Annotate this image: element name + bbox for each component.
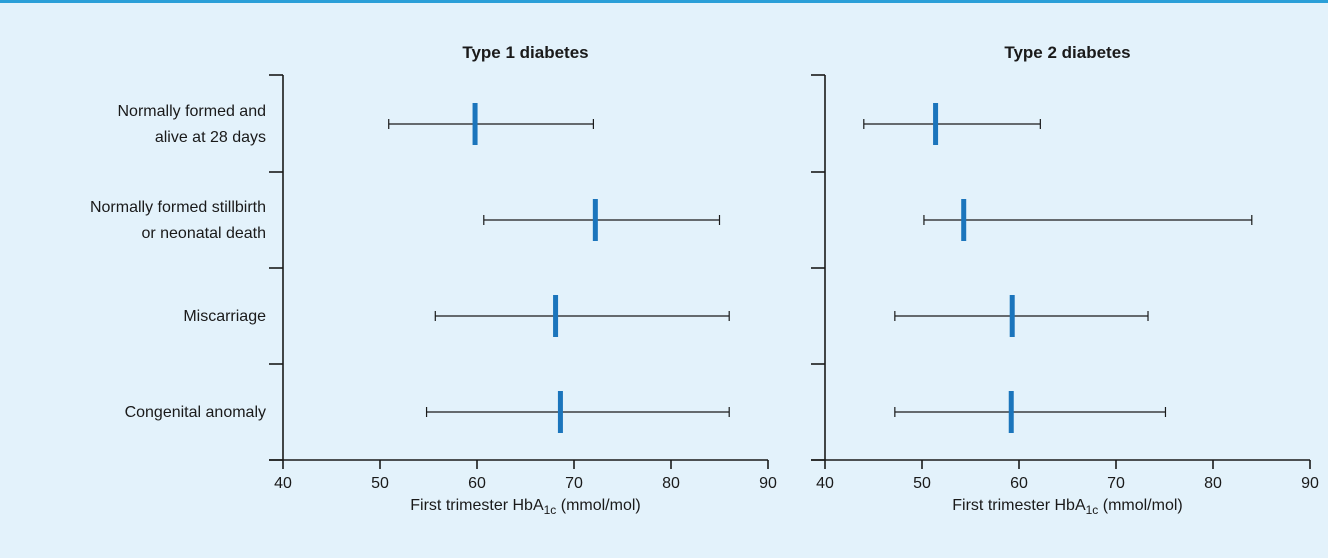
median-marker [961,199,967,241]
x-tick-label: 80 [1204,475,1222,492]
category-label: Normally formed and alive at 28 days [118,103,267,146]
median-marker [592,199,598,241]
x-tick-label: 40 [274,475,292,492]
median-marker [553,295,559,337]
panel-title: Type 1 diabetes [462,43,588,62]
x-tick-label: 70 [1107,475,1125,492]
x-tick-label: 60 [1010,475,1028,492]
x-tick-label: 60 [468,475,486,492]
category-label: Miscarriage [183,308,266,325]
median-marker [1008,391,1014,433]
category-label: Normally formed stillbirth or neonatal de… [90,199,266,242]
panel-title: Type 2 diabetes [1004,43,1130,62]
x-axis-label: First trimester HbA1c (mmol/mol) [410,497,640,517]
median-marker [933,103,939,145]
x-tick-label: 70 [565,475,583,492]
x-tick-label: 90 [1301,475,1319,492]
median-marker [1009,295,1015,337]
x-tick-label: 80 [662,475,680,492]
x-axis-label: First trimester HbA1c (mmol/mol) [952,497,1182,517]
chart-panel-2: Type 2 diabetes 40 50 60 70 80 90 First trimest… [811,43,1319,517]
median-marker [557,391,563,433]
median-marker [472,103,478,145]
x-tick-label: 50 [913,475,931,492]
figure-top-rule [0,0,1328,3]
x-tick-label: 40 [816,475,834,492]
x-tick-label: 50 [371,475,389,492]
chart-panels: Type 1 diabetes 40 50 60 70 80 90 First trimest… [90,43,1319,517]
category-label: Congenital anomaly [125,404,266,421]
chart-panel-1: Type 1 diabetes 40 50 60 70 80 90 First trimest… [90,43,777,517]
x-tick-label: 90 [759,475,777,492]
